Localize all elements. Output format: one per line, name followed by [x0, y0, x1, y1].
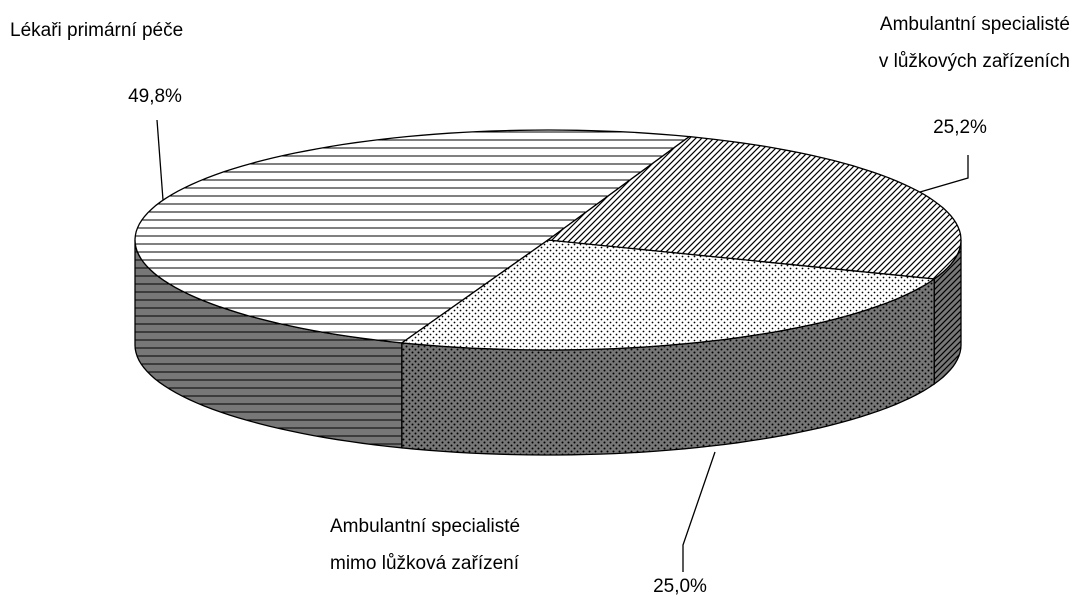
pie-slice — [546, 135, 962, 280]
slice-label-line: Ambulantní specialisté — [330, 516, 520, 537]
value-label: 25,2% — [933, 117, 987, 138]
pie-slice — [400, 239, 937, 351]
pie-slice — [134, 129, 692, 344]
slice-label: Ambulantní specialisté v lůžkových zaříze… — [879, 14, 1070, 72]
slice-label-line: mimo lůžková zařízení — [330, 553, 520, 574]
value-label: 49,8% — [128, 86, 182, 107]
leader-line — [682, 451, 716, 572]
value-label: 25,0% — [653, 576, 707, 597]
slice-label-line: v lůžkových zařízeních — [879, 51, 1070, 72]
leader-line — [156, 119, 164, 201]
slice-label-line: Ambulantní specialisté — [880, 14, 1070, 35]
leader-line — [919, 155, 969, 193]
slice-label: Ambulantní specialisté mimo lůžková zaříz… — [330, 516, 520, 574]
slice-label: Lékaři primární péče — [10, 20, 183, 41]
